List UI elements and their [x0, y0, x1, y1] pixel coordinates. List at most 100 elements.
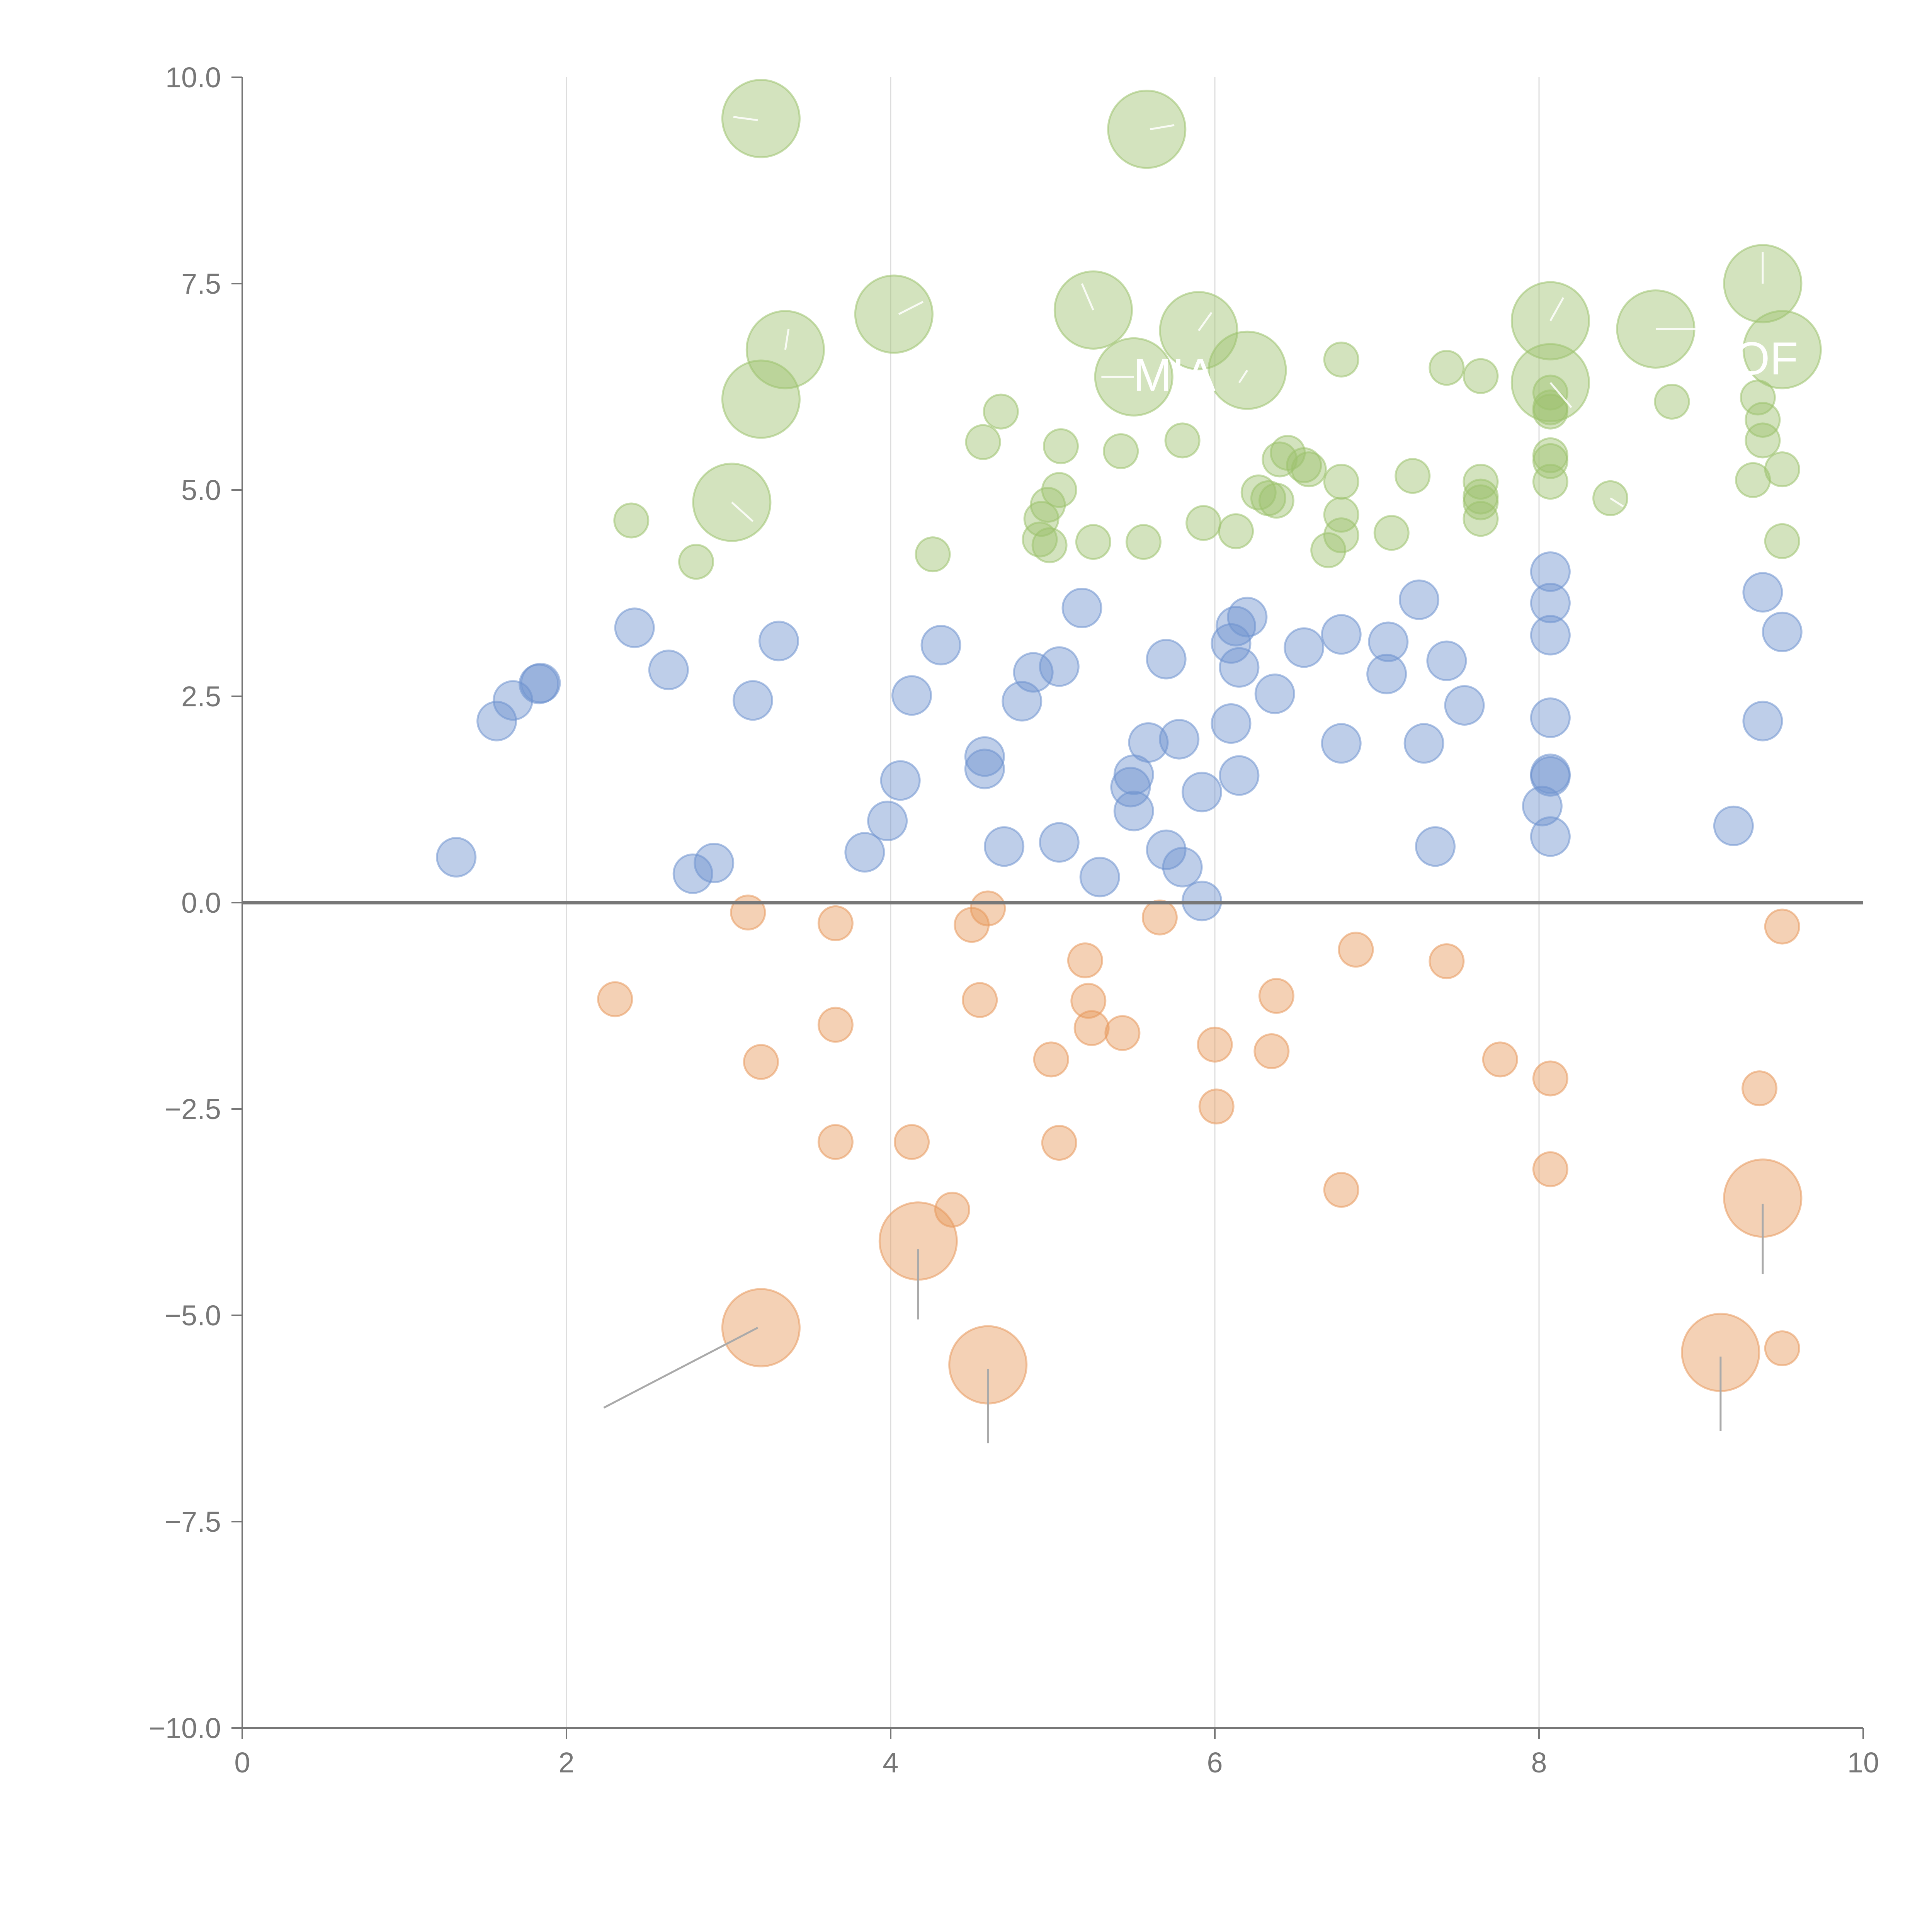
green-bubble	[1286, 447, 1322, 483]
green-bubble	[1125, 524, 1162, 560]
blue-bubble	[1530, 697, 1571, 738]
orange-bubble	[1532, 1060, 1568, 1097]
orange-bubble	[962, 982, 998, 1018]
leader-line	[1198, 312, 1213, 332]
green-bubble	[1258, 483, 1294, 519]
blue-bubble	[1399, 579, 1440, 620]
orange-bubble	[1338, 932, 1374, 968]
orange-bubble	[1323, 1172, 1359, 1208]
green-bubble	[1103, 433, 1139, 469]
orange-bubble	[817, 1124, 854, 1160]
blue-bubble	[1039, 646, 1080, 687]
blue-bubble	[1146, 639, 1187, 680]
green-bubble	[1764, 523, 1800, 559]
green-bubble	[721, 359, 801, 439]
green-bubble	[1022, 521, 1058, 558]
leader-line	[603, 1327, 759, 1409]
blue-bubble	[1284, 627, 1325, 668]
orange-bubble	[817, 1007, 854, 1043]
green-bubble	[1745, 401, 1781, 438]
orange-bubble	[894, 1124, 930, 1160]
y-tick-label: −2.5	[165, 1093, 221, 1125]
green-bubble	[1532, 464, 1568, 500]
orange-bubble	[934, 1192, 970, 1228]
leader-line	[1081, 283, 1094, 311]
blue-bubble	[1211, 703, 1252, 744]
blue-bubble	[1013, 652, 1054, 693]
blue-bubble	[891, 675, 932, 716]
x-tick-label: 6	[1207, 1747, 1223, 1779]
leader-line	[731, 502, 754, 522]
green-bubble	[854, 274, 934, 354]
leader-line	[1549, 382, 1572, 408]
orange-bubble	[1429, 943, 1465, 980]
green-bubble	[1075, 524, 1111, 560]
blue-bubble	[694, 842, 735, 883]
green-bubble	[1291, 451, 1327, 488]
leader-line	[1610, 497, 1624, 507]
blue-bubble	[476, 701, 517, 742]
green-bubble	[1463, 358, 1499, 394]
green-bubble	[1532, 374, 1568, 411]
blue-bubble	[1742, 572, 1783, 613]
green-bubble	[915, 536, 951, 573]
blue-bubble	[1713, 805, 1754, 846]
blue-bubble	[1227, 597, 1268, 638]
green-bubble	[1218, 513, 1254, 549]
blue-bubble	[1415, 826, 1456, 867]
x-tick-label: 10	[1847, 1747, 1879, 1779]
orange-bubble	[730, 895, 766, 931]
orange-bubble	[817, 905, 854, 941]
blue-bubble	[1254, 673, 1295, 714]
blue-bubble	[1162, 847, 1203, 888]
blue-bubble	[1113, 791, 1154, 832]
blue-bubble	[520, 663, 561, 704]
orange-bubble	[1041, 1125, 1077, 1161]
blue-bubble	[672, 853, 713, 894]
orange-bubble	[597, 981, 633, 1017]
blue-bubble	[1321, 614, 1362, 655]
blue-bubble	[759, 621, 799, 662]
blue-bubble	[1742, 701, 1783, 742]
green-bubble	[1323, 342, 1359, 378]
green-bubble	[678, 544, 714, 580]
blue-bubble	[844, 832, 885, 873]
green-bubble	[1164, 422, 1201, 459]
y-tick-label: −5.0	[165, 1299, 221, 1332]
green-bubble	[1240, 474, 1277, 510]
blue-bubble	[920, 625, 961, 666]
blue-bubble	[964, 748, 1005, 789]
leader-line	[1238, 369, 1248, 383]
green-bubble	[1395, 458, 1431, 494]
green-bubble	[613, 502, 650, 539]
orange-bubble	[1532, 1151, 1568, 1187]
leader-lines	[603, 116, 1764, 1444]
blue-bubble	[1219, 755, 1260, 796]
y-tick-label: 5.0	[181, 474, 221, 506]
blue-bubble	[1368, 621, 1409, 662]
green-bubble	[1323, 497, 1359, 533]
blue-bubble	[1061, 587, 1102, 628]
orange-bubble	[1104, 1015, 1141, 1051]
blue-bubble	[964, 736, 1005, 777]
blue-bubble	[1530, 816, 1571, 857]
green-bubble	[1310, 532, 1347, 568]
orange-bubble	[1198, 1088, 1235, 1125]
green-bubble	[983, 393, 1019, 430]
orange-bubble	[1764, 1330, 1800, 1366]
blue-bubble	[1321, 723, 1362, 764]
x-tick-label: 8	[1531, 1747, 1547, 1779]
blue-bubble	[614, 607, 655, 648]
orange-bubble	[1070, 983, 1107, 1019]
green-bubble	[965, 424, 1001, 460]
green-bubble	[1323, 464, 1359, 500]
blue-bubble	[880, 760, 921, 801]
y-tick-label: 10.0	[165, 61, 221, 94]
x-tick-label: 0	[234, 1747, 250, 1779]
orange-bubble	[1073, 1010, 1110, 1046]
blue-bubble	[1762, 611, 1803, 652]
orange-bubble	[1764, 908, 1800, 945]
blue-bubble	[1079, 857, 1120, 898]
blue-bubble	[648, 650, 689, 690]
blue-bubble	[1444, 685, 1485, 726]
